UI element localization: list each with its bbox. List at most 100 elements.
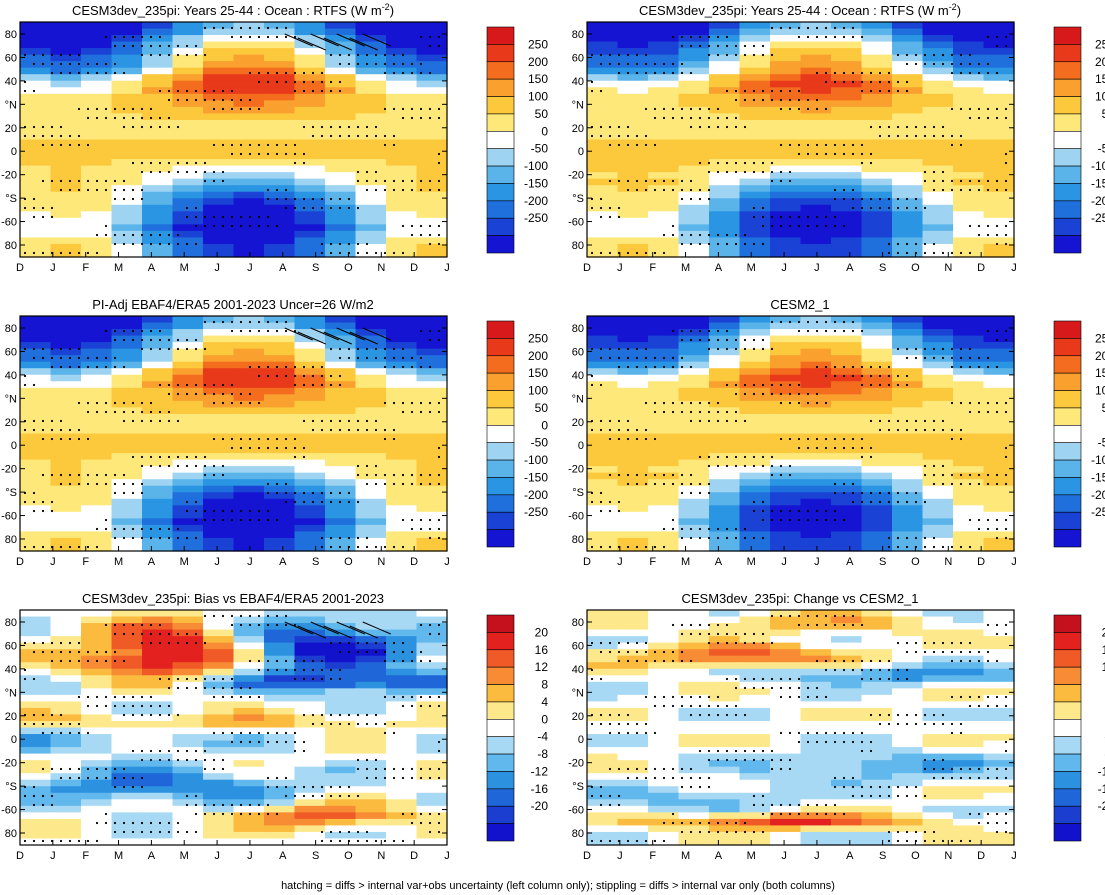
field-cell xyxy=(587,440,619,448)
field-cell xyxy=(142,400,174,408)
stipple-dot xyxy=(293,677,297,681)
stipple-dot xyxy=(122,776,126,780)
field-cell xyxy=(587,211,619,219)
stipple-dot xyxy=(932,464,936,468)
stipple-dot xyxy=(167,116,171,120)
stipple-dot xyxy=(950,251,954,255)
stipple-dot xyxy=(41,215,45,219)
stipple-dot xyxy=(122,107,126,111)
stipple-dot xyxy=(725,44,729,48)
field-cell xyxy=(355,126,387,134)
field-cell xyxy=(416,459,448,467)
field-cell xyxy=(739,472,771,480)
stipple-dot xyxy=(869,89,873,93)
field-cell xyxy=(648,237,680,245)
stipple-dot xyxy=(302,749,306,753)
stipple-dot xyxy=(122,71,126,75)
stipple-dot xyxy=(329,794,333,798)
stipple-dot xyxy=(293,785,297,789)
stipple-dot xyxy=(32,650,36,654)
stipple-dot xyxy=(392,482,396,486)
field-cell xyxy=(111,48,143,56)
stipple-dot xyxy=(437,152,441,156)
stipple-dot xyxy=(329,491,333,495)
field-cell xyxy=(678,394,710,402)
field-cell xyxy=(325,642,357,650)
field-cell xyxy=(739,100,771,108)
stipple-dot xyxy=(401,410,405,414)
stipple-dot xyxy=(437,446,441,450)
field-cell xyxy=(20,22,52,30)
field-cell xyxy=(172,54,204,62)
stipple-dot xyxy=(833,188,837,192)
field-cell xyxy=(953,413,985,422)
field-cell xyxy=(416,41,448,49)
stipple-dot xyxy=(437,518,441,522)
stipple-dot xyxy=(194,794,198,798)
field-cell xyxy=(264,185,296,193)
stipple-dot xyxy=(293,206,297,210)
field-cell xyxy=(172,786,204,794)
stipple-dot xyxy=(266,785,270,789)
stipple-dot xyxy=(977,179,981,183)
field-cell xyxy=(648,243,680,252)
field-cell xyxy=(264,48,296,56)
x-tick-label: D xyxy=(977,556,985,568)
field-cell xyxy=(587,420,619,428)
field-cell xyxy=(142,616,174,624)
stipple-dot xyxy=(131,455,135,459)
field-cell xyxy=(709,126,741,134)
field-cell xyxy=(203,394,235,402)
field-cell xyxy=(861,146,893,154)
field-cell xyxy=(172,720,204,729)
x-tick-label: N xyxy=(944,262,952,274)
stipple-dot xyxy=(356,722,360,726)
field-cell xyxy=(892,524,924,533)
stipple-dot xyxy=(923,428,927,432)
stipple-dot xyxy=(104,650,108,654)
field-cell xyxy=(142,623,174,631)
field-cell xyxy=(953,537,985,546)
stipple-dot xyxy=(950,473,954,477)
field-cell xyxy=(770,191,802,199)
field-cell xyxy=(142,348,174,356)
field-cell xyxy=(172,198,204,206)
field-cell xyxy=(233,211,265,219)
field-cells xyxy=(587,316,1015,552)
field-cell xyxy=(678,204,710,212)
field-cell xyxy=(20,211,52,219)
stipple-dot xyxy=(896,428,900,432)
field-cell xyxy=(678,74,710,82)
stipple-dot xyxy=(68,143,72,147)
stipple-dot xyxy=(167,419,171,423)
stipple-dot xyxy=(185,53,189,57)
stipple-dot xyxy=(86,776,90,780)
stipple-dot xyxy=(959,188,963,192)
stipple-dot xyxy=(212,614,216,618)
stipple-dot xyxy=(617,419,621,423)
stipple-dot xyxy=(77,53,81,57)
field-cell xyxy=(142,779,174,787)
stipple-dot xyxy=(302,794,306,798)
field-cell xyxy=(617,361,649,369)
field-cell xyxy=(111,211,143,219)
stipple-dot xyxy=(671,329,675,333)
field-cell xyxy=(587,524,619,533)
field-cell xyxy=(172,426,204,435)
field-cell xyxy=(386,146,418,154)
field-cell xyxy=(325,537,357,546)
field-cell xyxy=(203,191,235,199)
stipple-dot xyxy=(716,410,720,414)
field-cell xyxy=(892,250,924,258)
stipple-dot xyxy=(95,482,99,486)
field-cell xyxy=(142,720,174,729)
hatch-line xyxy=(336,327,365,341)
field-cell xyxy=(111,636,143,644)
stipple-dot xyxy=(842,35,846,39)
stipple-dot xyxy=(176,749,180,753)
stipple-dot xyxy=(1004,338,1008,342)
field-cell xyxy=(233,779,265,787)
field-cell xyxy=(142,413,174,422)
field-cell xyxy=(142,407,174,415)
stipple-dot xyxy=(167,170,171,174)
